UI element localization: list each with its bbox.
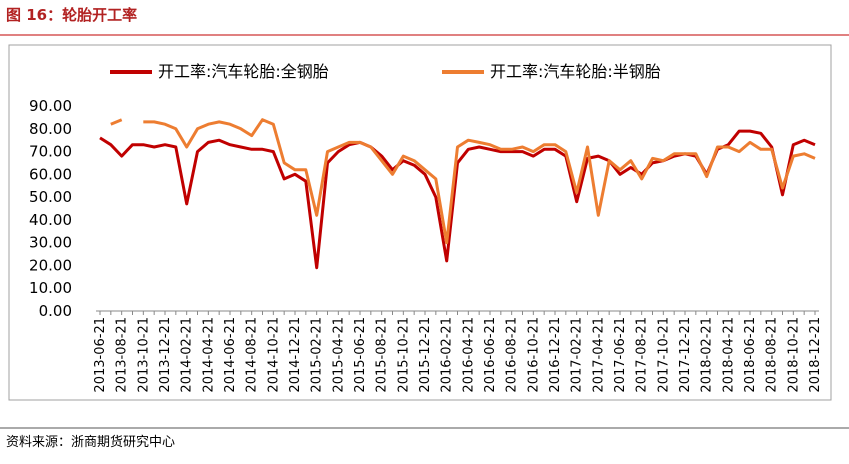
x-tick-label: 2013-10-21 xyxy=(136,317,151,393)
y-tick-label: 90.00 xyxy=(29,97,72,115)
x-tick-label: 2018-08-21 xyxy=(765,317,780,393)
y-tick-label: 10.00 xyxy=(29,279,72,297)
x-tick-label: 2013-08-21 xyxy=(115,317,130,393)
x-tick-label: 2016-04-21 xyxy=(461,317,476,393)
y-tick-label: 60.00 xyxy=(29,165,72,183)
x-tick-label: 2014-10-21 xyxy=(266,317,281,393)
x-tick-label: 2016-02-21 xyxy=(440,317,455,393)
x-tick-label: 2015-12-21 xyxy=(418,317,433,393)
x-tick-label: 2017-10-21 xyxy=(656,317,671,393)
x-tick-label: 2014-06-21 xyxy=(223,317,238,393)
legend-label: 开工率:汽车轮胎:全钢胎 xyxy=(158,62,329,81)
legend-label: 开工率:汽车轮胎:半钢胎 xyxy=(490,62,661,81)
x-tick-label: 2017-08-21 xyxy=(635,317,650,393)
x-tick-label: 2018-10-21 xyxy=(786,317,801,393)
x-tick-label: 2015-10-21 xyxy=(396,317,411,393)
x-tick-label: 2013-12-21 xyxy=(158,317,173,393)
x-tick-label: 2015-06-21 xyxy=(353,317,368,393)
y-tick-label: 80.00 xyxy=(29,120,72,138)
x-tick-label: 2015-04-21 xyxy=(331,317,346,393)
x-tick-label: 2017-02-21 xyxy=(570,317,585,393)
source-note: 资料来源：浙商期货研究中心 xyxy=(6,434,175,450)
x-tick-label: 2018-06-21 xyxy=(743,317,758,393)
x-tick-label: 2015-08-21 xyxy=(375,317,390,393)
x-tick-label: 2017-12-21 xyxy=(678,317,693,393)
x-tick-label: 2013-06-21 xyxy=(93,317,108,393)
x-tick-label: 2017-06-21 xyxy=(613,317,628,393)
x-tick-label: 2016-10-21 xyxy=(526,317,541,393)
x-tick-label: 2014-04-21 xyxy=(201,317,216,393)
y-tick-label: 50.00 xyxy=(29,188,72,206)
x-tick-label: 2018-02-21 xyxy=(700,317,715,393)
y-tick-label: 0.00 xyxy=(39,302,72,320)
y-tick-label: 70.00 xyxy=(29,143,72,161)
y-tick-label: 30.00 xyxy=(29,234,72,252)
x-tick-label: 2014-02-21 xyxy=(180,317,195,393)
x-tick-label: 2016-06-21 xyxy=(483,317,498,393)
x-tick-label: 2014-12-21 xyxy=(288,317,303,393)
x-tick-label: 2016-08-21 xyxy=(505,317,520,393)
x-tick-label: 2018-12-21 xyxy=(808,317,823,393)
x-tick-label: 2014-08-21 xyxy=(245,317,260,393)
x-tick-label: 2017-04-21 xyxy=(591,317,606,393)
x-tick-label: 2018-04-21 xyxy=(721,317,736,393)
series-line xyxy=(110,118,123,126)
y-tick-label: 20.00 xyxy=(29,256,72,274)
figure-title: 图 16：轮胎开工率 xyxy=(6,6,137,24)
x-tick-label: 2015-02-21 xyxy=(310,317,325,393)
y-tick-label: 40.00 xyxy=(29,211,72,229)
x-tick-label: 2016-12-21 xyxy=(548,317,563,393)
chart-frame xyxy=(8,44,832,401)
series-line xyxy=(143,118,816,245)
